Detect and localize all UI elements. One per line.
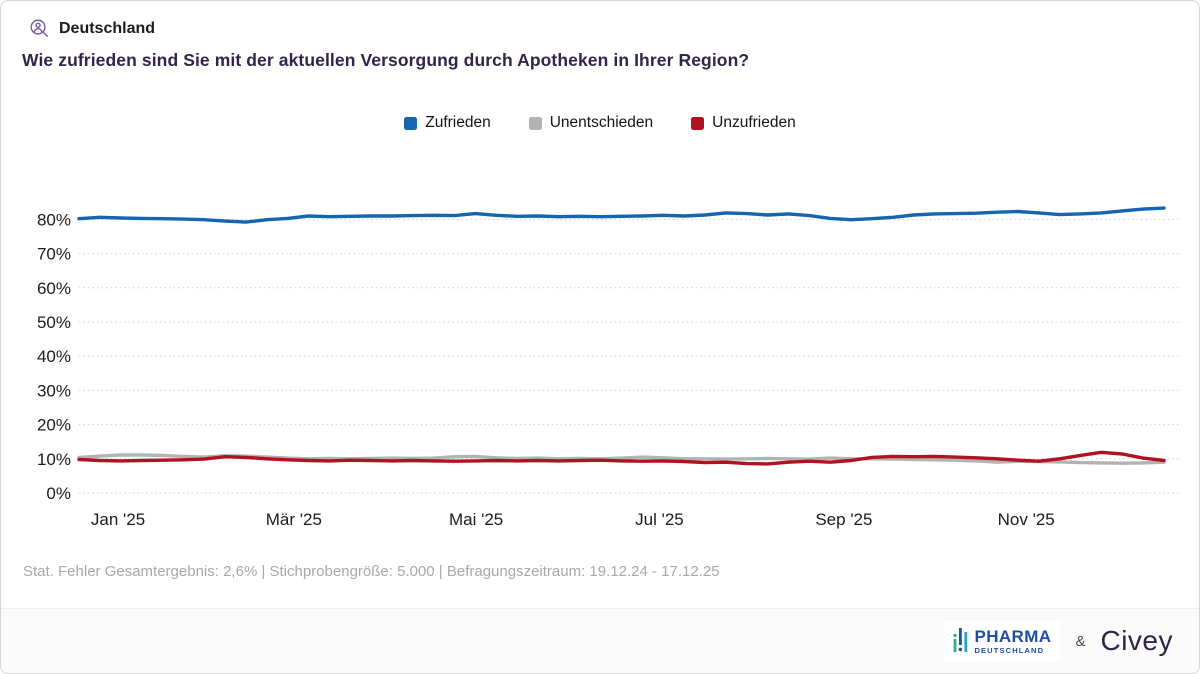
svg-text:0%: 0% xyxy=(46,484,71,503)
svg-text:10%: 10% xyxy=(37,450,71,469)
legend-item-unzufrieden[interactable]: Unzufrieden xyxy=(691,114,796,132)
svg-text:50%: 50% xyxy=(37,313,71,332)
legend-label-unzufrieden: Unzufrieden xyxy=(712,114,796,131)
region-row: Deutschland xyxy=(30,19,155,38)
brand-bar: PHARMA DEUTSCHLAND & Civey xyxy=(1,608,1199,673)
pharma-logo-text: PHARMA DEUTSCHLAND xyxy=(974,628,1051,655)
pharma-logo-icon xyxy=(953,627,968,652)
svg-text:70%: 70% xyxy=(37,245,71,264)
svg-text:Mär '25: Mär '25 xyxy=(266,510,322,529)
svg-text:30%: 30% xyxy=(37,381,71,400)
svg-text:Jan '25: Jan '25 xyxy=(91,510,145,529)
svg-text:Nov '25: Nov '25 xyxy=(998,510,1055,529)
svg-text:20%: 20% xyxy=(37,416,71,435)
chart-title: Wie zufrieden sind Sie mit der aktuellen… xyxy=(22,50,750,70)
chart-legend: Zufrieden Unentschieden Unzufrieden xyxy=(1,114,1199,132)
legend-label-zufrieden: Zufrieden xyxy=(425,114,491,131)
ampersand: & xyxy=(1075,632,1086,650)
region-label: Deutschland xyxy=(59,19,156,37)
pharma-wordmark: PHARMA xyxy=(974,626,1052,646)
svg-text:40%: 40% xyxy=(37,347,71,366)
pharma-subline: DEUTSCHLAND xyxy=(974,646,1045,655)
svg-text:Sep '25: Sep '25 xyxy=(815,510,872,529)
pharma-deutschland-logo[interactable]: PHARMA DEUTSCHLAND xyxy=(944,620,1061,662)
svg-text:60%: 60% xyxy=(37,279,71,298)
legend-label-unentschieden: Unentschieden xyxy=(549,114,654,131)
methodology-footnote: Stat. Fehler Gesamtergebnis: 2,6% | Stic… xyxy=(23,563,720,580)
svg-text:Jul '25: Jul '25 xyxy=(635,510,684,529)
svg-text:80%: 80% xyxy=(37,210,71,229)
legend-swatch-unentschieden xyxy=(528,116,542,130)
legend-item-unentschieden[interactable]: Unentschieden xyxy=(528,114,654,132)
civey-logo[interactable]: Civey xyxy=(1100,625,1173,656)
svg-text:Mai '25: Mai '25 xyxy=(449,510,503,529)
legend-item-zufrieden[interactable]: Zufrieden xyxy=(404,114,491,132)
person-magnifier-icon xyxy=(30,19,49,38)
legend-swatch-zufrieden xyxy=(404,116,418,130)
legend-swatch-unzufrieden xyxy=(691,116,705,130)
line-chart-canvas: 0% 10% 20% 30% 40% 50% 60% 70% 80% Jan '25 Mär '25… xyxy=(1,151,1199,543)
